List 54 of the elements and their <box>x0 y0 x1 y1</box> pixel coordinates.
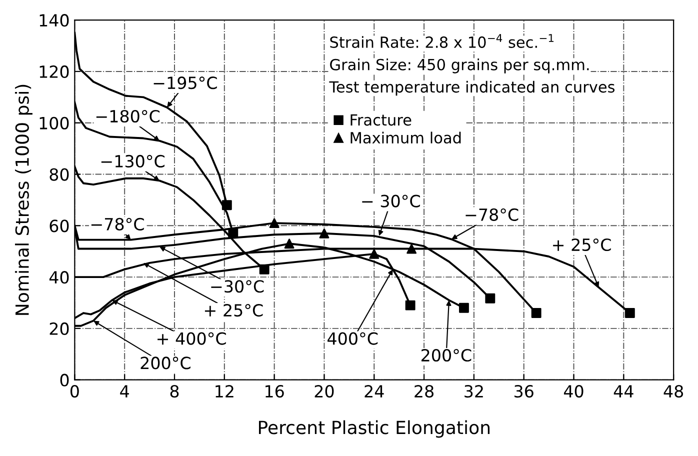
x-axis-title: Percent Plastic Elongation <box>258 420 490 438</box>
annotation: + 400°C <box>158 332 226 345</box>
annotation: − 30°C <box>362 194 420 208</box>
x-tick-label: 20 <box>314 385 334 398</box>
annotation: −30°C <box>211 280 264 293</box>
annotation: −78°C <box>466 208 518 221</box>
annotation: + 25°C <box>204 304 263 317</box>
x-tick-label: 16 <box>266 385 284 398</box>
x-tick-label: 8 <box>170 385 179 398</box>
y-tick-label: 60 <box>50 220 69 232</box>
x-tick-label: 28 <box>414 385 434 398</box>
x-tick-label: 32 <box>464 385 483 398</box>
y-tick-label: 20 <box>50 322 69 336</box>
point <box>624 308 635 318</box>
annotation: 400°C <box>328 332 378 345</box>
annotation: −180°C <box>96 110 160 123</box>
point <box>369 248 380 259</box>
y-tick-label: 140 <box>40 14 69 27</box>
y-axis-title: Nominal Stress (1000 psi) <box>14 84 32 315</box>
point <box>259 264 270 274</box>
y-tick-label: 120 <box>40 65 69 78</box>
point <box>269 218 280 228</box>
annotation: 200°C <box>422 348 472 362</box>
point <box>458 302 469 313</box>
x-tick-label: 24 <box>364 385 384 398</box>
y-tick-label: 100 <box>40 116 69 130</box>
point <box>222 200 232 210</box>
y-tick-label: 40 <box>49 271 69 284</box>
point <box>405 300 416 310</box>
point <box>284 238 294 249</box>
annotation: −78°C <box>91 218 144 230</box>
legend-label: Fracture <box>350 114 412 126</box>
x-tick-label: 4 <box>120 385 129 398</box>
annotation: −195°C <box>154 76 217 90</box>
x-tick-label: 36 <box>514 385 534 398</box>
x-tick-label: 12 <box>216 385 234 398</box>
annotation: −130°C <box>101 154 164 168</box>
point <box>228 228 238 238</box>
x-tick-label: 40 <box>564 385 584 398</box>
x-tick-label: 48 <box>664 385 684 398</box>
x-tick-label: 0 <box>70 385 79 398</box>
annotation: 200°C <box>140 356 190 370</box>
legend-label: Maximum load <box>350 132 461 144</box>
y-tick-label: 80 <box>50 168 69 181</box>
point <box>319 228 330 238</box>
y-tick-label: 0 <box>60 374 69 386</box>
annotation: Test temperature indicated an curves <box>329 80 615 96</box>
point <box>485 293 496 304</box>
annotation: + 25°C <box>553 238 611 252</box>
x-tick-label: 44 <box>614 385 634 398</box>
point <box>531 308 542 318</box>
point <box>406 244 417 254</box>
annotation: Grain Size: 450 grains per sq.mm. <box>330 58 589 74</box>
annotation: Strain Rate: 2.8 x 10$^{−4}$ sec.$^{−1}$ <box>330 34 554 48</box>
